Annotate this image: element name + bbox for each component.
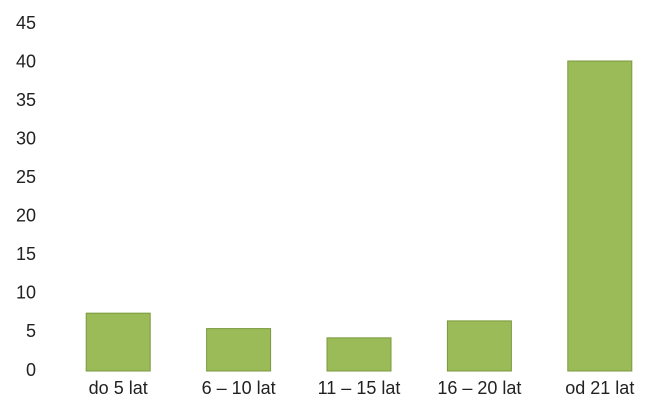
x-tick-label-1: do 5 lat [89, 378, 148, 398]
bar-3 [326, 337, 392, 372]
x-tick-label-4: 16 – 20 lat [437, 378, 521, 398]
bar-1 [85, 312, 151, 372]
y-tick-label-40: 40 [16, 51, 36, 71]
y-tick-label-5: 5 [26, 321, 36, 341]
bar-2 [206, 328, 272, 372]
x-tick-label-3: 11 – 15 lat [318, 378, 401, 398]
x-tick-label-2: 6 – 10 lat [202, 378, 276, 398]
bar-5 [567, 60, 633, 372]
x-tick-label-5: od 21 lat [565, 378, 634, 398]
y-tick-label-10: 10 [16, 283, 36, 303]
y-tick-label-45: 45 [16, 13, 36, 33]
y-tick-label-30: 30 [16, 128, 36, 148]
y-tick-label-25: 25 [16, 167, 36, 187]
bar-4 [446, 320, 512, 372]
x-axis: do 5 lat 6 – 10 lat 11 – 15 lat 16 – 20 lat… [89, 378, 635, 398]
y-tick-label-15: 15 [16, 244, 36, 264]
y-tick-label-20: 20 [16, 206, 36, 226]
y-tick-label-0: 0 [26, 360, 36, 380]
bars [85, 60, 633, 372]
y-axis: 0 5 10 15 20 25 30 35 40 45 [16, 13, 36, 380]
y-tick-label-35: 35 [16, 90, 36, 110]
